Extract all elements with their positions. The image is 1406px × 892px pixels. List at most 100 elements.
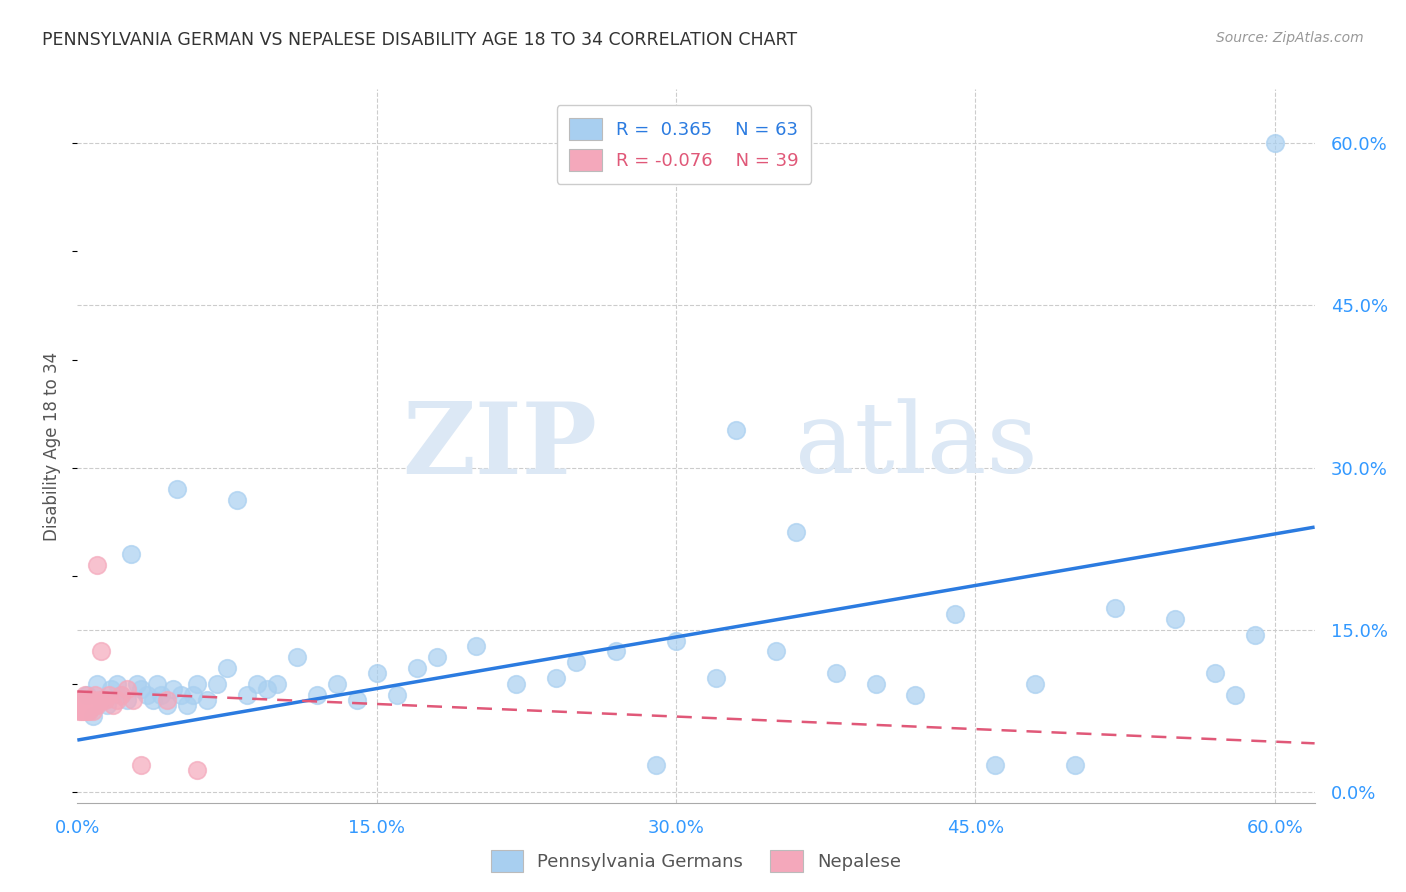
Point (765, 644, 787, 658)
Point (226, 493, 249, 508)
Point (1223, 688, 1246, 702)
Point (546, 672, 568, 686)
Point (1104, 601, 1126, 615)
Point (122, 693, 145, 707)
Point (1204, 666, 1226, 681)
Point (105, 677, 128, 691)
Point (645, 758, 668, 772)
Point (72, 693, 94, 707)
Point (1243, 628, 1265, 642)
Point (76, 704, 98, 718)
Point (704, 672, 727, 686)
Point (1164, 612, 1187, 626)
Point (76, 693, 98, 707)
Point (146, 677, 169, 691)
Point (346, 693, 368, 707)
Point (136, 688, 159, 702)
Point (156, 698, 179, 713)
Point (605, 644, 627, 658)
Point (115, 682, 138, 697)
Point (82, 698, 104, 713)
Point (195, 693, 218, 707)
Point (67, 704, 90, 718)
Point (90, 693, 112, 707)
Point (665, 633, 688, 648)
Point (385, 688, 408, 702)
Point (326, 677, 349, 691)
Point (505, 677, 527, 691)
Text: ZIP: ZIP (402, 398, 598, 494)
Point (865, 677, 887, 691)
Point (91, 693, 114, 707)
Point (82, 704, 104, 718)
Point (405, 660, 427, 674)
Text: Source: ZipAtlas.com: Source: ZipAtlas.com (1216, 31, 1364, 45)
Point (82, 693, 104, 707)
Point (105, 693, 128, 707)
Point (76, 698, 98, 713)
Point (285, 649, 308, 664)
Point (75, 688, 97, 702)
Point (156, 693, 179, 707)
Point (1264, 136, 1286, 151)
Point (98, 688, 121, 702)
Point (904, 688, 927, 702)
Point (256, 682, 278, 697)
Point (80, 693, 103, 707)
Point (565, 655, 588, 669)
Point (110, 688, 132, 702)
Point (72, 704, 94, 718)
Point (84, 688, 107, 702)
Point (465, 639, 488, 653)
Point (100, 682, 122, 697)
Text: PENNSYLVANIA GERMAN VS NEPALESE DISABILITY AGE 18 TO 34 CORRELATION CHART: PENNSYLVANIA GERMAN VS NEPALESE DISABILI… (42, 31, 797, 49)
Legend: Pennsylvania Germans, Nepalese: Pennsylvania Germans, Nepalese (484, 843, 908, 880)
Point (89, 693, 111, 707)
Point (75, 698, 97, 713)
Point (80, 698, 103, 713)
Point (162, 682, 184, 697)
Point (945, 607, 967, 621)
Point (82, 709, 104, 723)
Point (115, 693, 138, 707)
Point (75, 704, 97, 718)
Point (70, 693, 93, 707)
Point (170, 688, 193, 702)
Point (76, 688, 98, 702)
Point (425, 649, 447, 664)
Point (84, 698, 107, 713)
Point (96, 698, 118, 713)
Point (79, 693, 101, 707)
Point (305, 688, 328, 702)
Point (181, 688, 204, 702)
Point (215, 660, 238, 674)
Point (86, 677, 108, 691)
Point (186, 677, 208, 691)
Point (785, 525, 807, 540)
Point (110, 688, 132, 702)
Point (150, 688, 173, 702)
Point (176, 698, 198, 713)
Point (70, 704, 93, 718)
Point (103, 698, 125, 713)
Point (127, 677, 149, 691)
Point (1024, 677, 1046, 691)
Point (79, 704, 101, 718)
Text: atlas: atlas (794, 398, 1038, 494)
Point (166, 482, 188, 496)
Point (984, 758, 1007, 772)
Point (142, 693, 165, 707)
Point (246, 677, 269, 691)
Point (724, 423, 747, 437)
Point (366, 666, 388, 681)
Point (1064, 758, 1087, 772)
Point (824, 666, 846, 681)
Point (72, 698, 94, 713)
Point (129, 758, 152, 772)
Point (80, 693, 103, 707)
Point (67, 698, 90, 713)
Point (94, 693, 117, 707)
Y-axis label: Disability Age 18 to 34: Disability Age 18 to 34 (44, 351, 62, 541)
Point (205, 677, 228, 691)
Point (266, 677, 288, 691)
